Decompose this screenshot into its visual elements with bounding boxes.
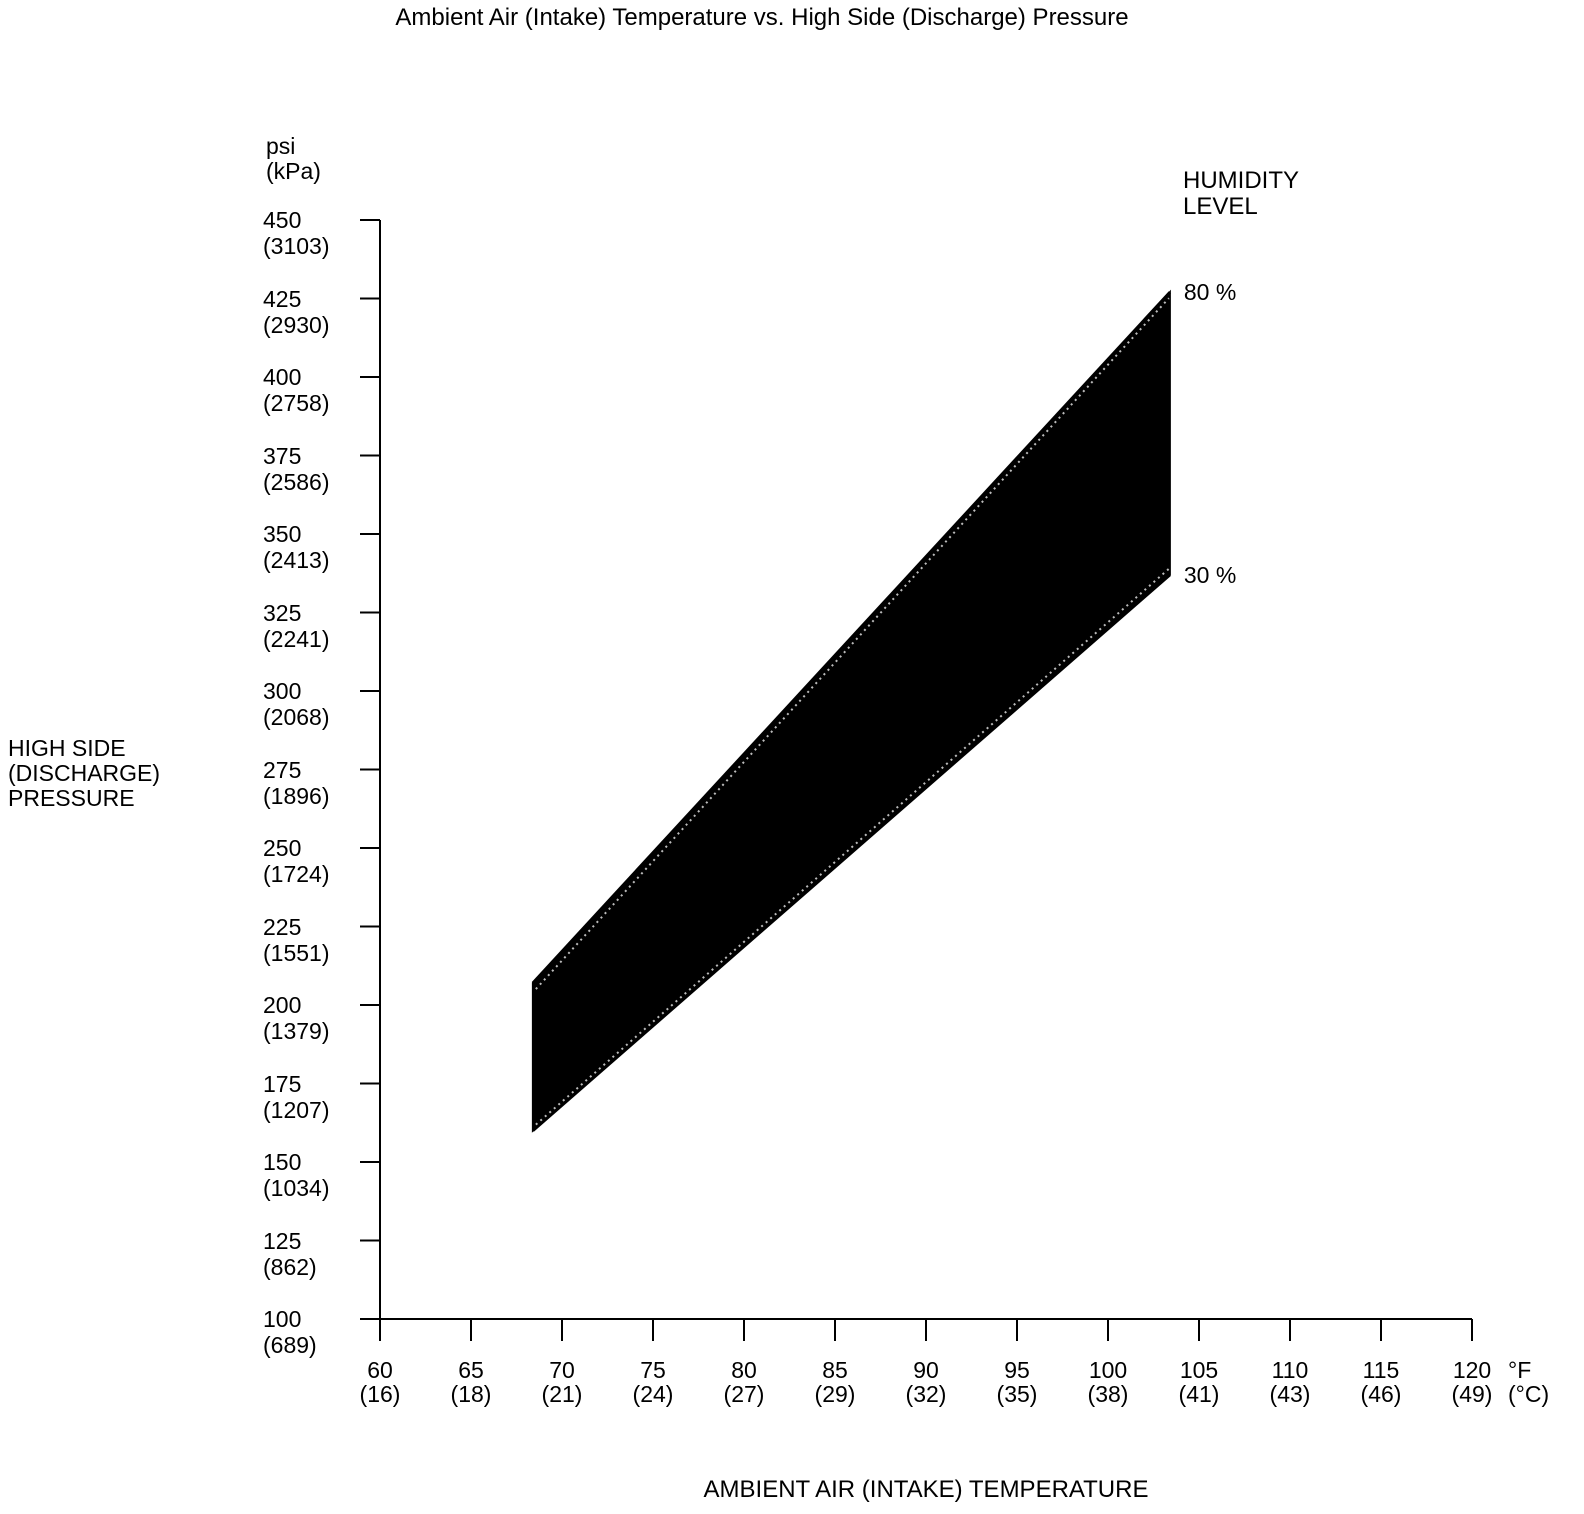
y-tick-label: 125 (862) <box>263 1227 317 1280</box>
y-tick-label: 450 (3103) <box>263 207 330 259</box>
y-tick-label: 200 (1379) <box>263 992 330 1044</box>
x-axis-title: AMBIENT AIR (INTAKE) TEMPERATURE <box>703 1476 1149 1503</box>
x-axis-unit-label: °F (°C) <box>1508 1357 1550 1407</box>
legend-title: HUMIDITY LEVEL <box>1183 167 1299 220</box>
humidity-label-80: 80 % <box>1183 279 1237 306</box>
y-tick-label: 325 (2241) <box>263 599 330 652</box>
y-axis-unit-label: psi (kPa) <box>266 133 321 184</box>
y-tick-label: 100 (689) <box>263 1306 317 1358</box>
y-axis-title: HIGH SIDE (DISCHARGE) PRESSURE <box>8 735 161 811</box>
x-tick-label: 110 (43) <box>1269 1357 1311 1407</box>
x-tick-label: 80 (27) <box>723 1357 765 1407</box>
humidity-80-line <box>531 291 1171 985</box>
x-tick-label: 95 (35) <box>996 1357 1038 1407</box>
y-tick-label: 300 (2068) <box>263 678 330 730</box>
y-tick-label: 375 (2586) <box>263 442 330 495</box>
x-tick-label: 70 (21) <box>541 1357 583 1407</box>
chart-title: Ambient Air (Intake) Temperature vs. Hig… <box>395 4 1129 31</box>
y-tick-label: 425 (2930) <box>263 285 330 338</box>
x-tick-label: 60 (16) <box>359 1357 401 1407</box>
x-tick-label: 105 (41) <box>1178 1357 1220 1407</box>
y-tick-label: 275 (1896) <box>263 756 330 809</box>
y-tick-label: 250 (1724) <box>263 835 330 887</box>
x-tick-label: 65 (18) <box>450 1357 492 1407</box>
humidity-30-line <box>531 573 1171 1132</box>
y-tick-label: 400 (2758) <box>263 364 330 416</box>
y-tick-label: 350 (2413) <box>263 521 330 573</box>
y-tick-label: 150 (1034) <box>263 1149 330 1201</box>
x-tick-label: 100 (38) <box>1087 1357 1129 1407</box>
humidity-label-30: 30 % <box>1183 561 1237 588</box>
band-bottom-dither <box>535 568 1170 1126</box>
x-tick-label: 75 (24) <box>632 1357 674 1407</box>
y-tick-label: 225 (1551) <box>263 913 330 966</box>
band-top-dither <box>535 297 1170 990</box>
x-tick-label: 85 (29) <box>814 1357 856 1407</box>
x-tick-label: 120 (49) <box>1451 1357 1493 1407</box>
humidity-band <box>531 289 1171 1133</box>
x-tick-label: 90 (32) <box>905 1357 947 1407</box>
y-tick-label: 175 (1207) <box>263 1070 330 1123</box>
x-tick-label: 115 (46) <box>1360 1357 1402 1407</box>
